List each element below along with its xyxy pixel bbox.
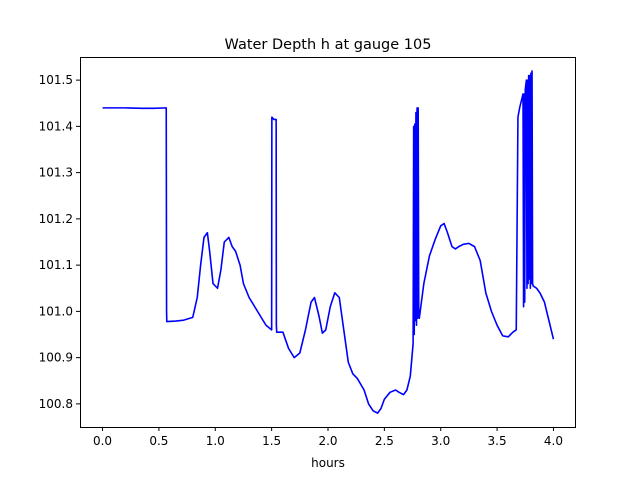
- plot-area: [102, 70, 555, 414]
- x-tick-label: 3.5: [488, 434, 507, 448]
- x-tick-label: 0.5: [149, 434, 168, 448]
- series-line: [102, 70, 555, 414]
- y-tick-label: 100.9: [39, 351, 73, 365]
- y-tick-label: 101.0: [39, 304, 73, 318]
- y-tick-label: 101.1: [39, 258, 73, 272]
- x-tick-label: 3.0: [431, 434, 450, 448]
- x-tick-label: 4.0: [544, 434, 563, 448]
- x-tick-label: 1.5: [262, 434, 281, 448]
- y-tick-label: 101.5: [39, 73, 73, 87]
- y-tick-label: 101.4: [39, 119, 73, 133]
- x-tick-label: 1.0: [206, 434, 225, 448]
- y-axis: 100.8 100.9 101.0 101.1 101.2 101.3 101.4 101.5: [39, 73, 80, 411]
- x-tick-label: 2.5: [375, 434, 394, 448]
- x-axis: 0.0 0.5 1.0 1.5 2.0 2.5 3.0 3.5 4.0: [93, 427, 563, 448]
- x-axis-title: hours: [311, 456, 345, 470]
- chart-title: Water Depth h at gauge 105: [225, 37, 432, 53]
- y-tick-label: 100.8: [39, 397, 73, 411]
- x-tick-label: 0.0: [93, 434, 112, 448]
- plot-frame: [80, 57, 576, 428]
- y-tick-label: 101.3: [39, 166, 73, 180]
- y-tick-label: 101.2: [39, 212, 73, 226]
- x-tick-label: 2.0: [318, 434, 337, 448]
